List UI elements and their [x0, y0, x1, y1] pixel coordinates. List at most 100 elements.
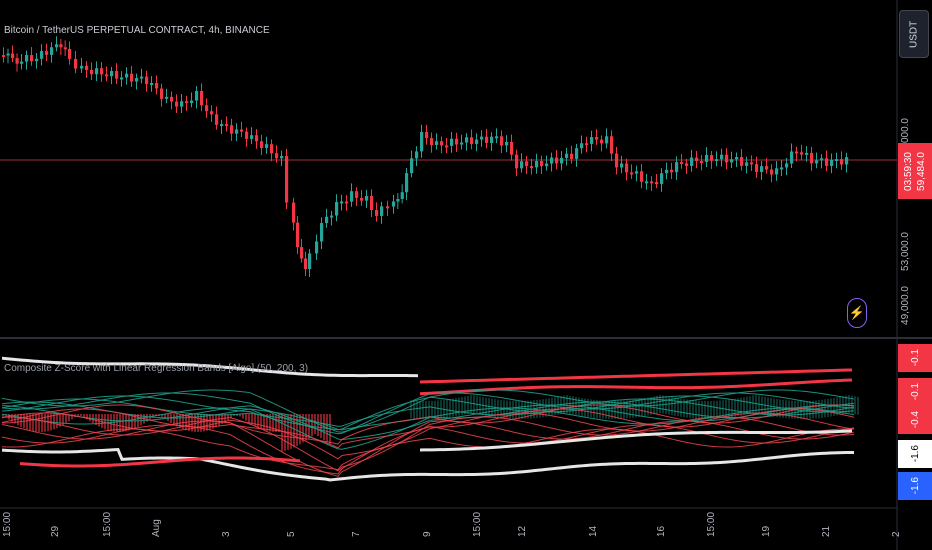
candle — [350, 191, 354, 202]
candle — [475, 139, 479, 144]
candle — [325, 216, 329, 224]
histogram-bar — [536, 399, 538, 418]
candle — [315, 241, 319, 254]
histogram-bar — [677, 398, 679, 417]
candle — [650, 181, 654, 184]
candle — [74, 58, 78, 69]
time-axis-label: 12 — [517, 525, 528, 537]
candle — [845, 157, 849, 165]
candle — [40, 51, 44, 59]
candle — [565, 153, 569, 158]
candle — [830, 159, 834, 166]
lightning-bolt-icon[interactable]: ⚡ — [847, 298, 867, 328]
candle — [485, 136, 489, 143]
teal-zscore-line — [1, 395, 855, 431]
histogram-bar — [425, 400, 427, 419]
candle — [285, 156, 289, 203]
candle — [595, 137, 599, 140]
candle — [35, 58, 39, 62]
histogram-bar — [851, 395, 853, 414]
histogram-bar — [587, 398, 589, 417]
histogram-bar — [449, 399, 451, 418]
candle — [110, 71, 114, 77]
candle — [585, 143, 589, 146]
candle — [785, 163, 789, 168]
candle — [615, 153, 619, 168]
quote-currency-button[interactable]: USDT — [899, 10, 929, 58]
histogram-bar — [719, 400, 721, 419]
histogram-bar — [710, 400, 712, 419]
candle — [200, 91, 204, 106]
histogram-bar — [80, 414, 82, 416]
histogram-bar — [62, 414, 64, 426]
histogram-bar — [551, 397, 553, 416]
candle — [445, 145, 449, 148]
histogram-bar — [749, 395, 751, 414]
histogram-bar — [215, 414, 217, 428]
candle — [600, 139, 604, 144]
histogram-bar — [236, 414, 238, 416]
histogram-bar — [626, 400, 628, 419]
histogram-bar — [833, 397, 835, 416]
candle — [800, 152, 804, 155]
time-axis-label: 7 — [351, 531, 362, 537]
histogram-bar — [803, 400, 805, 419]
candle — [455, 138, 459, 145]
histogram-bar — [257, 414, 259, 428]
candle — [500, 136, 504, 146]
histogram-bar — [545, 398, 547, 417]
candle — [720, 154, 724, 160]
histogram-bar — [659, 395, 661, 414]
histogram-bar — [707, 400, 709, 419]
time-axis-label: Aug — [151, 519, 162, 537]
candle — [515, 154, 519, 169]
histogram-bar — [629, 400, 631, 419]
histogram-bar — [692, 400, 694, 419]
candle — [610, 136, 614, 154]
histogram-bar — [683, 399, 685, 418]
histogram-bar — [743, 397, 745, 416]
time-axis-label: 3 — [221, 531, 232, 537]
candle — [545, 163, 549, 167]
histogram-bar — [455, 398, 457, 417]
candle — [590, 137, 594, 144]
candle — [470, 137, 474, 144]
histogram-bar — [302, 414, 304, 443]
histogram-bar — [101, 414, 103, 429]
histogram-bar — [767, 397, 769, 416]
histogram-bar — [782, 399, 784, 418]
candle — [135, 78, 139, 82]
time-axis-label: 15:00 — [2, 511, 13, 537]
candle — [300, 247, 304, 259]
candle — [170, 96, 174, 102]
histogram-bar — [824, 399, 826, 418]
histogram-bar — [623, 400, 625, 419]
histogram-bar — [485, 397, 487, 416]
candle — [765, 166, 769, 170]
candle — [605, 136, 609, 144]
candle — [195, 91, 199, 101]
time-axis-label: 15:00 — [706, 511, 717, 537]
candle — [415, 151, 419, 159]
time-axis-label: 5 — [286, 531, 297, 537]
candle — [510, 142, 514, 155]
indicator-value-label: -0.4 — [898, 406, 932, 434]
histogram-bar — [44, 414, 46, 432]
candle — [380, 206, 384, 216]
histogram-bar — [464, 396, 466, 415]
time-axis-label: 2 — [891, 531, 902, 537]
candle — [270, 144, 274, 154]
histogram-bar — [293, 414, 295, 448]
histogram-bar — [29, 414, 31, 431]
candle — [700, 161, 704, 164]
histogram-bar — [722, 400, 724, 419]
candle — [365, 196, 369, 201]
histogram-bar — [698, 400, 700, 419]
histogram-bar — [290, 414, 292, 449]
histogram-bar — [164, 414, 166, 419]
candle — [425, 131, 429, 139]
indicator-value-label: -0.1 — [898, 378, 932, 406]
histogram-bar — [14, 414, 16, 424]
